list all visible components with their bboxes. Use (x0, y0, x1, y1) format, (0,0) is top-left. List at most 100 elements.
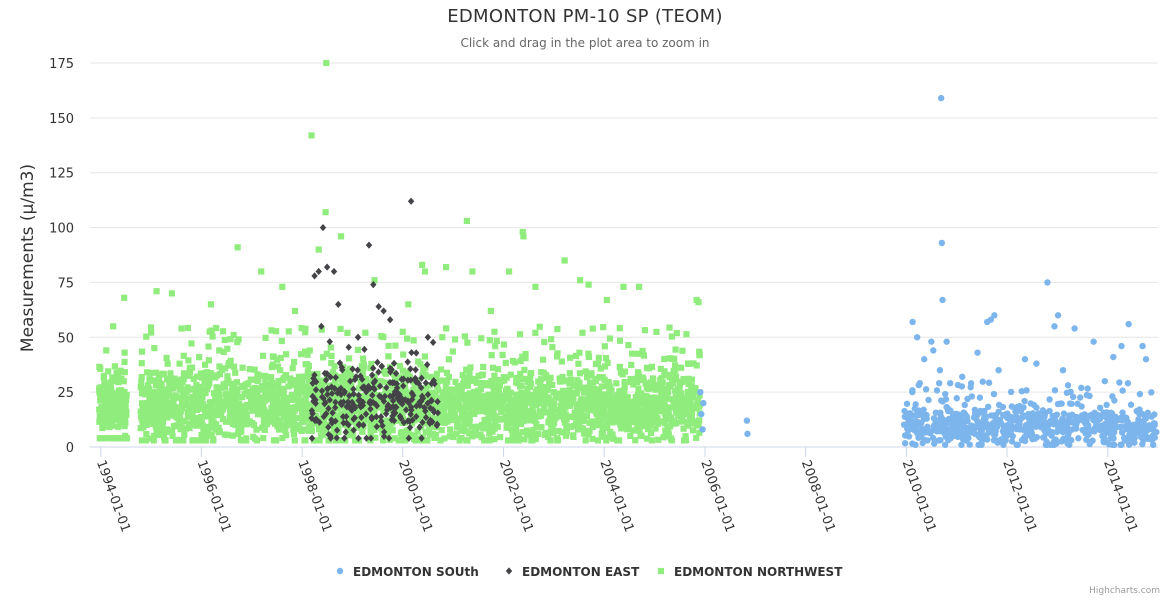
data-point[interactable] (554, 325, 561, 333)
data-point[interactable] (496, 381, 504, 388)
data-point[interactable] (171, 375, 179, 382)
data-point[interactable] (493, 415, 500, 422)
data-point[interactable] (337, 325, 344, 333)
data-point[interactable] (478, 335, 485, 342)
data-point[interactable] (1013, 425, 1020, 433)
data-point[interactable] (282, 427, 289, 434)
data-point[interactable] (304, 361, 311, 368)
data-point[interactable] (272, 390, 279, 398)
data-point[interactable] (183, 370, 190, 377)
data-point[interactable] (203, 385, 210, 392)
data-point[interactable] (639, 347, 646, 355)
data-point[interactable] (915, 407, 922, 414)
data-point[interactable] (468, 408, 476, 416)
data-point[interactable] (624, 426, 631, 433)
data-point[interactable] (687, 402, 694, 410)
data-point[interactable] (306, 385, 313, 392)
data-point[interactable] (399, 400, 406, 408)
data-point[interactable] (201, 369, 208, 377)
data-point[interactable] (1045, 421, 1052, 429)
data-point[interactable] (373, 383, 380, 391)
data-point[interactable] (502, 392, 509, 399)
data-point[interactable] (568, 399, 575, 406)
data-point[interactable] (431, 380, 438, 388)
data-point[interactable] (689, 427, 697, 434)
data-point[interactable] (289, 406, 296, 413)
data-point[interactable] (337, 400, 345, 408)
data-point[interactable] (409, 420, 416, 427)
data-point[interactable] (298, 427, 305, 435)
data-point[interactable] (165, 400, 172, 407)
data-point[interactable] (104, 435, 111, 442)
data-point[interactable] (647, 421, 655, 428)
data-point[interactable] (417, 384, 425, 392)
data-point[interactable] (151, 389, 158, 396)
data-point[interactable] (658, 406, 665, 413)
data-point[interactable] (138, 437, 146, 444)
data-point[interactable] (344, 329, 351, 336)
data-point[interactable] (743, 417, 751, 424)
data-point[interactable] (520, 233, 527, 240)
data-point[interactable] (273, 437, 280, 444)
data-point[interactable] (377, 425, 385, 432)
data-point[interactable] (1100, 434, 1107, 441)
data-point[interactable] (340, 398, 347, 406)
data-point[interactable] (594, 360, 602, 368)
data-point[interactable] (335, 300, 342, 308)
data-point[interactable] (507, 389, 514, 396)
data-point[interactable] (142, 437, 150, 444)
data-point[interactable] (113, 369, 120, 376)
data-point[interactable] (268, 395, 275, 402)
data-point[interactable] (198, 437, 205, 444)
data-point[interactable] (685, 375, 692, 382)
data-point[interactable] (350, 385, 357, 393)
data-point[interactable] (166, 382, 173, 389)
data-point[interactable] (585, 353, 593, 361)
data-point[interactable] (1151, 411, 1158, 418)
data-point[interactable] (458, 434, 465, 442)
data-point[interactable] (677, 390, 685, 397)
data-point[interactable] (574, 426, 582, 433)
data-point[interactable] (688, 388, 695, 396)
data-point[interactable] (640, 376, 647, 383)
data-point[interactable] (572, 352, 580, 360)
data-point[interactable] (406, 392, 413, 399)
data-point[interactable] (239, 407, 246, 414)
data-point[interactable] (923, 411, 930, 419)
data-point[interactable] (614, 396, 621, 403)
data-point[interactable] (577, 411, 584, 418)
data-point[interactable] (277, 367, 284, 374)
data-point[interactable] (1116, 379, 1123, 386)
data-point[interactable] (367, 405, 374, 413)
data-point[interactable] (928, 338, 935, 345)
data-point[interactable] (323, 425, 330, 433)
data-point[interactable] (231, 381, 238, 388)
data-point[interactable] (486, 337, 493, 344)
data-point[interactable] (362, 329, 369, 336)
data-point[interactable] (275, 381, 282, 388)
data-point[interactable] (627, 432, 634, 440)
data-point[interactable] (499, 351, 506, 359)
data-point[interactable] (1068, 436, 1075, 444)
data-point[interactable] (172, 437, 180, 444)
data-point[interactable] (370, 407, 378, 414)
data-point[interactable] (458, 394, 465, 401)
data-point[interactable] (693, 434, 700, 441)
data-point[interactable] (538, 424, 545, 431)
data-point[interactable] (589, 435, 596, 442)
data-point[interactable] (198, 432, 205, 439)
data-point[interactable] (420, 371, 427, 378)
data-point[interactable] (636, 375, 643, 382)
data-point[interactable] (379, 437, 387, 444)
data-point[interactable] (416, 423, 423, 431)
data-point[interactable] (374, 358, 381, 366)
data-point[interactable] (176, 377, 183, 384)
data-point[interactable] (662, 427, 669, 434)
data-point[interactable] (345, 421, 352, 429)
data-point[interactable] (367, 431, 374, 438)
data-point[interactable] (494, 366, 502, 373)
data-point[interactable] (325, 423, 332, 431)
data-point[interactable] (439, 377, 446, 384)
data-point[interactable] (634, 379, 641, 386)
data-point[interactable] (228, 418, 235, 425)
